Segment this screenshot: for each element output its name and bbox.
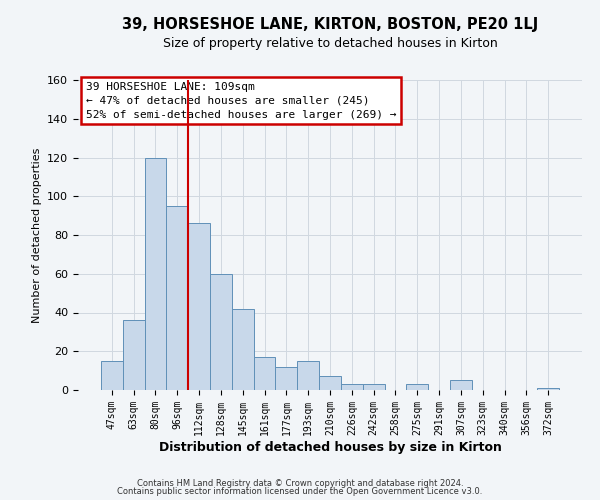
X-axis label: Distribution of detached houses by size in Kirton: Distribution of detached houses by size … bbox=[158, 440, 502, 454]
Text: 39 HORSESHOE LANE: 109sqm
← 47% of detached houses are smaller (245)
52% of semi: 39 HORSESHOE LANE: 109sqm ← 47% of detac… bbox=[86, 82, 396, 120]
Bar bbox=[275, 367, 297, 390]
Bar bbox=[101, 361, 123, 390]
Bar bbox=[363, 384, 385, 390]
Bar bbox=[341, 384, 363, 390]
Bar bbox=[450, 380, 472, 390]
Bar bbox=[166, 206, 188, 390]
Bar bbox=[210, 274, 232, 390]
Y-axis label: Number of detached properties: Number of detached properties bbox=[32, 148, 41, 322]
Text: 39, HORSESHOE LANE, KIRTON, BOSTON, PE20 1LJ: 39, HORSESHOE LANE, KIRTON, BOSTON, PE20… bbox=[122, 18, 538, 32]
Bar bbox=[254, 357, 275, 390]
Bar bbox=[188, 224, 210, 390]
Bar bbox=[232, 308, 254, 390]
Bar bbox=[145, 158, 166, 390]
Bar bbox=[123, 320, 145, 390]
Bar bbox=[537, 388, 559, 390]
Bar bbox=[406, 384, 428, 390]
Bar bbox=[319, 376, 341, 390]
Text: Size of property relative to detached houses in Kirton: Size of property relative to detached ho… bbox=[163, 38, 497, 51]
Text: Contains HM Land Registry data © Crown copyright and database right 2024.: Contains HM Land Registry data © Crown c… bbox=[137, 478, 463, 488]
Text: Contains public sector information licensed under the Open Government Licence v3: Contains public sector information licen… bbox=[118, 487, 482, 496]
Bar bbox=[297, 361, 319, 390]
